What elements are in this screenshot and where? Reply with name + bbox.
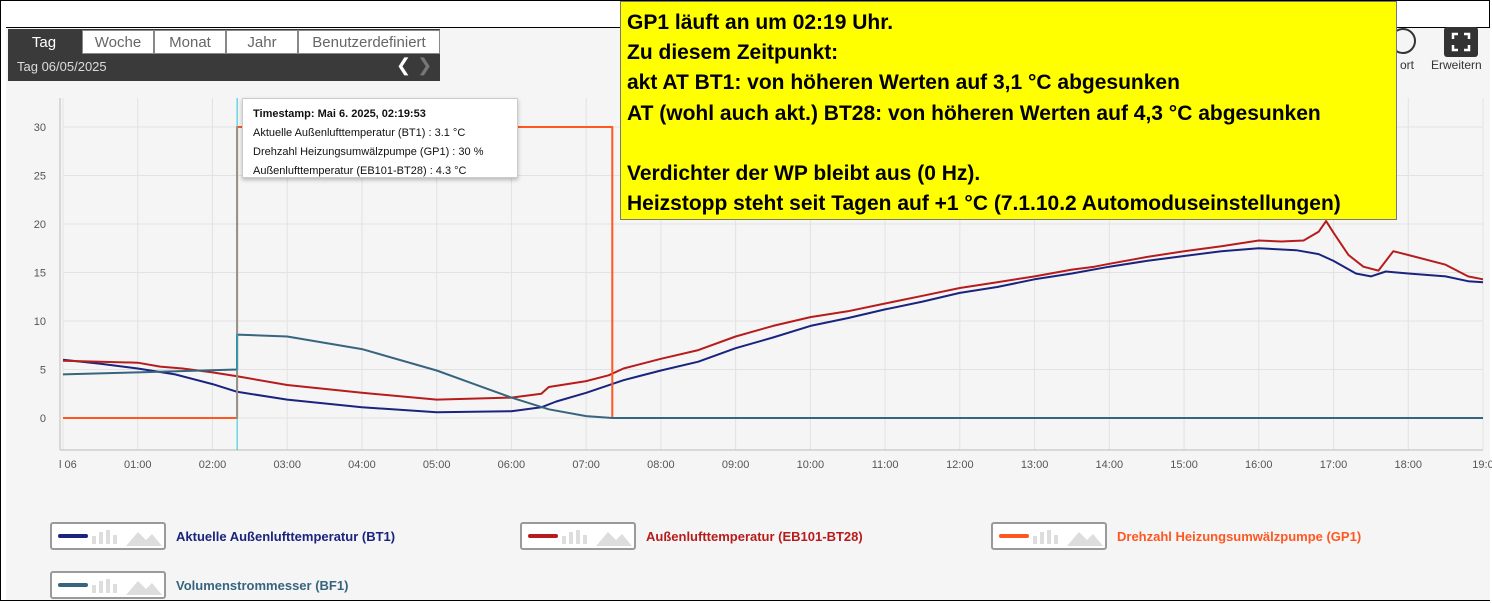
bar-chart-icon bbox=[562, 530, 587, 544]
x-tick-label: 01:00 bbox=[124, 459, 152, 471]
fullscreen-icon[interactable] bbox=[1444, 27, 1478, 57]
date-label: Tag 06/05/2025 bbox=[17, 59, 107, 74]
series-line-3 bbox=[62, 333, 1483, 419]
legend-label: Drehzahl Heizungsumwälzpumpe (GP1) bbox=[1117, 528, 1362, 544]
legend-item-bt28[interactable]: Außenlufttemperatur (EB101-BT28) bbox=[520, 522, 863, 550]
bar-chart-icon bbox=[1033, 530, 1058, 544]
date-navigation: ❮ ❯ bbox=[396, 55, 432, 76]
x-tick-label: 13:00 bbox=[1021, 459, 1049, 471]
area-chart-icon bbox=[1067, 532, 1103, 546]
legend-item-gp1[interactable]: Drehzahl Heizungsumwälzpumpe (GP1) bbox=[991, 522, 1361, 550]
annotation-line bbox=[627, 129, 1396, 159]
tooltip-row-bt28: Außenlufttemperatur (EB101-BT28) : 4.3 °… bbox=[253, 165, 467, 177]
x-tick-label: 16:00 bbox=[1245, 459, 1273, 471]
chevron-right-icon[interactable]: ❯ bbox=[417, 55, 433, 75]
tooltip-row-bt1: Aktuelle Außenlufttemperatur (BT1) : 3.1… bbox=[253, 127, 466, 139]
tab-month[interactable]: Monat bbox=[154, 30, 226, 54]
legend-label: Aktuelle Außenlufttemperatur (BT1) bbox=[176, 528, 396, 544]
y-tick-label: 25 bbox=[34, 171, 46, 183]
y-tick-label: 5 bbox=[40, 365, 46, 377]
x-tick-label: 02:00 bbox=[199, 459, 227, 471]
range-selector: Tag Woche Monat Jahr Benutzerdefiniert T… bbox=[8, 29, 440, 81]
legend-label: Volumenstrommesser (BF1) bbox=[176, 577, 349, 593]
x-tick-label: 05:00 bbox=[423, 459, 451, 471]
expand-label[interactable]: Erweitern bbox=[1431, 58, 1482, 72]
bar-chart-icon bbox=[92, 579, 117, 593]
x-tick-label: 17:00 bbox=[1320, 459, 1348, 471]
annotation-line: Zu diesem Zeitpunkt: bbox=[627, 41, 839, 65]
export-label[interactable]: ort bbox=[1400, 58, 1415, 72]
x-tick-label: 08:00 bbox=[647, 459, 675, 471]
x-tick-label: l 06 bbox=[59, 459, 77, 471]
x-tick-label: 09:00 bbox=[722, 459, 750, 471]
x-tick-label: 10:00 bbox=[797, 459, 825, 471]
tab-day[interactable]: Tag bbox=[9, 30, 79, 54]
chevron-left-icon[interactable]: ❮ bbox=[396, 55, 412, 75]
y-tick-label: 0 bbox=[40, 413, 46, 425]
legend-swatch bbox=[991, 522, 1107, 550]
tab-week[interactable]: Woche bbox=[82, 30, 154, 54]
y-tick-label: 20 bbox=[34, 219, 46, 231]
series-line-0 bbox=[62, 247, 1484, 414]
legend-swatch bbox=[520, 522, 636, 550]
chart-tooltip: Timestamp: Mai 6. 2025, 02:19:53 Aktuell… bbox=[242, 98, 518, 178]
x-tick-label: 18:00 bbox=[1394, 459, 1422, 471]
y-tick-label: 10 bbox=[34, 316, 46, 328]
area-chart-icon bbox=[126, 532, 162, 546]
area-chart-icon bbox=[126, 581, 162, 595]
x-tick-label: 11:00 bbox=[872, 459, 899, 471]
x-tick-label: 15:00 bbox=[1170, 459, 1198, 471]
tab-year[interactable]: Jahr bbox=[226, 30, 298, 54]
x-tick-label: 19:0 bbox=[1472, 459, 1492, 471]
legend-line bbox=[58, 534, 88, 538]
bar-chart-icon bbox=[92, 530, 117, 544]
legend-label: Außenlufttemperatur (EB101-BT28) bbox=[646, 528, 863, 544]
annotation-box: GP1 läuft an um 02:19 Uhr. Zu diesem Zeit… bbox=[620, 1, 1397, 220]
axes: 0 5 10 15 20 25 30 l 06 01:00 02:00 03:00 04:00 05:0… bbox=[34, 98, 1492, 471]
legend-item-bt1[interactable]: Aktuelle Außenlufttemperatur (BT1) bbox=[50, 522, 395, 550]
x-tick-label: 03:00 bbox=[273, 459, 301, 471]
x-tick-label: 07:00 bbox=[572, 459, 600, 471]
annotation-line: Heizstopp steht seit Tagen auf +1 °C (7.… bbox=[627, 192, 1341, 216]
tooltip-row-gp1: Drehzahl Heizungsumwälzpumpe (GP1) : 30 … bbox=[253, 146, 484, 158]
legend-swatch bbox=[50, 522, 166, 550]
y-tick-label: 30 bbox=[34, 122, 46, 134]
x-tick-label: 14:00 bbox=[1096, 459, 1124, 471]
annotation-line: AT (wohl auch akt.) BT28: von höheren We… bbox=[627, 101, 1321, 125]
x-tick-label: 04:00 bbox=[348, 459, 376, 471]
area-chart-icon bbox=[596, 532, 632, 546]
annotation-line: akt AT BT1: von höheren Werten auf 3,1 °… bbox=[627, 71, 1180, 95]
annotation-line: GP1 läuft an um 02:19 Uhr. bbox=[627, 11, 894, 34]
x-tick-label: 06:00 bbox=[498, 459, 526, 471]
legend-item-bf1[interactable]: Volumenstrommesser (BF1) bbox=[50, 571, 348, 599]
x-tick-label: 12:00 bbox=[946, 459, 974, 471]
tooltip-title: Timestamp: Mai 6. 2025, 02:19:53 bbox=[253, 108, 426, 120]
legend-line bbox=[528, 534, 558, 538]
legend-line bbox=[58, 583, 88, 587]
legend-line bbox=[999, 534, 1029, 538]
annotation-line: Verdichter der WP bleibt aus (0 Hz). bbox=[627, 162, 981, 186]
series-line-1 bbox=[62, 220, 1484, 401]
legend-swatch bbox=[50, 571, 166, 599]
y-tick-label: 15 bbox=[34, 268, 46, 280]
tab-custom[interactable]: Benutzerdefiniert bbox=[298, 30, 440, 54]
